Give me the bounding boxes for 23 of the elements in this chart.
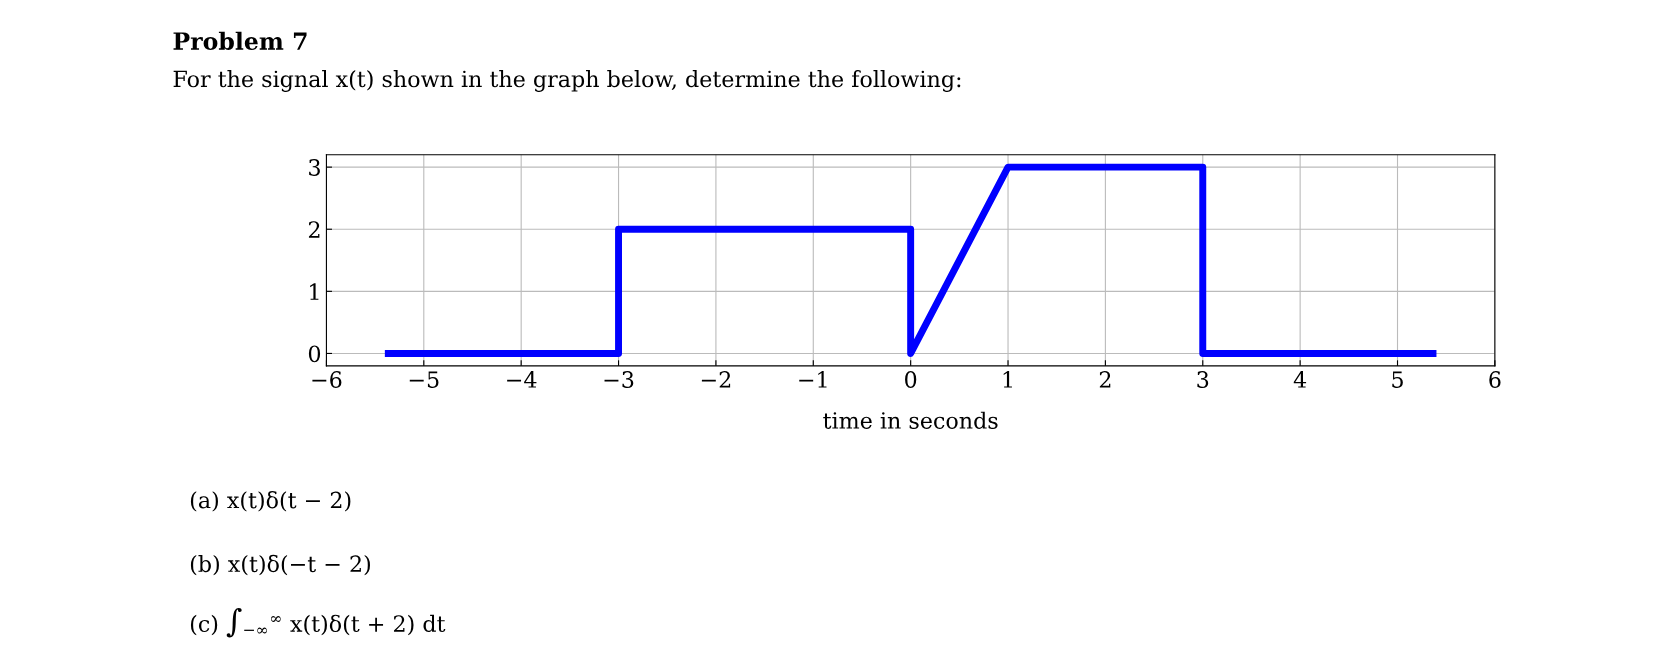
- x-tick-label: −1: [799, 371, 827, 388]
- x-tick-label: −3: [604, 371, 634, 388]
- chart-subtitle: For the signal x(t) shown in the graph below, determine the following:: [173, 70, 961, 92]
- x-tick-label: 1: [1003, 371, 1012, 388]
- y-tick-label: 2: [308, 221, 320, 238]
- y-tick-label: 1: [310, 283, 319, 300]
- x-tick-label: 3: [1197, 371, 1209, 388]
- x-tick-label: 2: [1099, 371, 1111, 388]
- x-tick-label: −6: [312, 371, 342, 388]
- text: (a) x(t)δ(t − 2): [190, 491, 351, 512]
- x-tick-label: 6: [1489, 371, 1501, 388]
- x-tick-label: −2: [701, 371, 731, 388]
- y-tick-label: 0: [308, 345, 321, 363]
- x-tick-label: 0: [905, 371, 917, 388]
- x-tick-label: −4: [507, 371, 537, 388]
- x-tick-label: 5: [1392, 371, 1403, 388]
- x-axis-title: time in seconds: [823, 411, 998, 429]
- text: (c) ∫$_{−∞}$$^{∞}$ x(t)δ(t + 2) dt: [190, 607, 446, 638]
- x-tick-label: 4: [1293, 371, 1307, 388]
- x-tick-label: −5: [409, 371, 439, 388]
- y-tick-label: 3: [309, 159, 320, 176]
- chart-title: Problem 7: [173, 31, 307, 51]
- text: (b) x(t)δ(−t − 2): [190, 554, 370, 576]
